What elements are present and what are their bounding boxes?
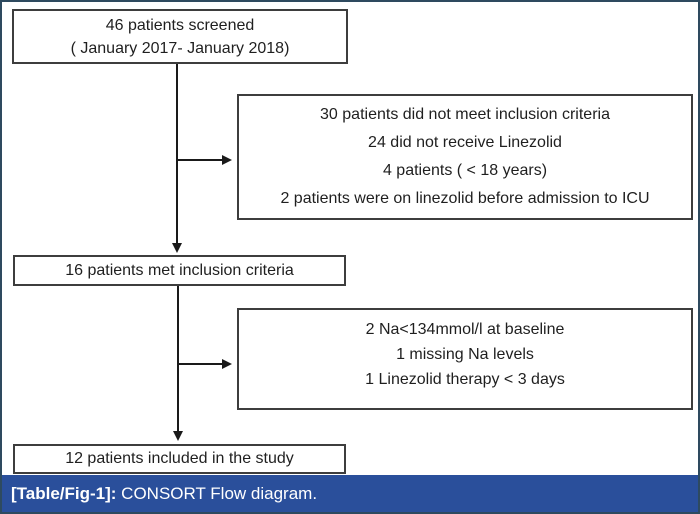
flow-box-included: 12 patients included in the study — [13, 444, 346, 474]
arrowhead-right-icon — [222, 155, 232, 165]
arrowhead-right-icon — [222, 359, 232, 369]
figure-caption-bar: [Table/Fig-1]: CONSORT Flow diagram. — [2, 475, 698, 512]
flow-box-line: 24 did not receive Linezolid — [368, 134, 562, 151]
connector-branch-2 — [177, 363, 223, 365]
arrowhead-down-icon — [172, 243, 182, 253]
flow-box-line: 2 Na<134mmol/l at baseline — [365, 321, 565, 338]
arrowhead-down-icon — [173, 431, 183, 441]
flow-box-line: 46 patients screened — [105, 16, 255, 34]
flow-box-line: 12 patients included in the study — [65, 450, 294, 467]
flow-box-line: 4 patients ( < 18 years) — [382, 162, 548, 179]
connector-vertical-2 — [177, 286, 179, 432]
flow-box-excluded-2: 2 Na<134mmol/l at baseline 1 missing Na … — [237, 308, 693, 410]
flow-box-line: 2 patients were on linezolid before admi… — [280, 190, 650, 207]
flow-box-met-criteria: 16 patients met inclusion criteria — [13, 255, 346, 286]
figure-caption-text: CONSORT Flow diagram. — [116, 483, 318, 503]
flow-box-line: 1 missing Na levels — [396, 346, 534, 363]
flow-box-excluded-1: 30 patients did not meet inclusion crite… — [237, 94, 693, 220]
flow-box-line: ( January 2017- January 2018) — [70, 39, 290, 57]
figure-caption-label: [Table/Fig-1]: — [11, 483, 117, 503]
flow-box-line: 1 Linezolid therapy < 3 days — [365, 371, 565, 388]
flow-box-screened: 46 patients screened ( January 2017- Jan… — [12, 9, 348, 64]
connector-vertical-1 — [176, 64, 178, 244]
flow-box-line: 16 patients met inclusion criteria — [65, 261, 294, 279]
flow-box-line: 30 patients did not meet inclusion crite… — [320, 106, 610, 123]
connector-branch-1 — [177, 159, 223, 161]
